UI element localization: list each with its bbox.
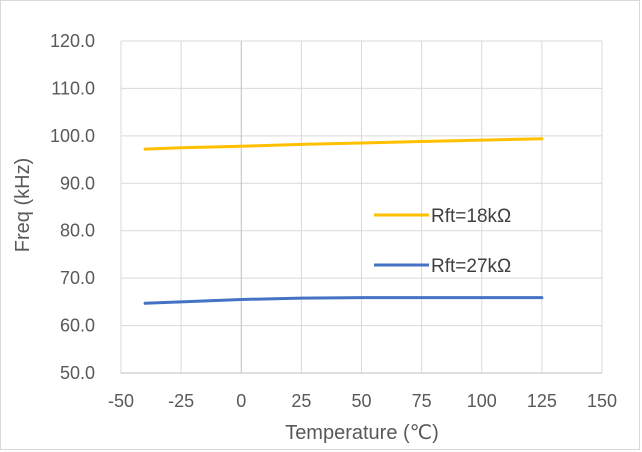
- x-tick-label: 50: [351, 391, 371, 411]
- x-tick-label: -50: [108, 391, 134, 411]
- legend-label-2: Rft=27kΩ: [431, 256, 511, 277]
- series-lines: [143, 137, 544, 305]
- x-tick-label: -25: [168, 391, 194, 411]
- x-tick-label: 75: [412, 391, 432, 411]
- gridlines: [120, 40, 603, 374]
- y-tick-label: 60.0: [60, 316, 95, 336]
- legend-label-1: Rft=18kΩ: [431, 206, 511, 227]
- x-tick-label: 25: [291, 391, 311, 411]
- x-axis-title: Temperature (℃): [285, 422, 439, 444]
- x-tick-label: 150: [587, 391, 617, 411]
- y-tick-label: 100.0: [50, 126, 95, 146]
- y-axis-title: Freq (kHz): [12, 158, 34, 252]
- x-tick-label: 0: [236, 391, 246, 411]
- x-tick-label: 125: [527, 391, 557, 411]
- tick-labels: 50.0 60.0 70.0 80.0 90.0 100.0 110.0 120.0 -50 -2…: [50, 31, 617, 411]
- y-tick-label: 80.0: [60, 221, 95, 241]
- series-line-2: [143, 296, 544, 305]
- series-line-1: [143, 137, 544, 151]
- y-tick-label: 50.0: [60, 363, 95, 383]
- y-tick-label: 90.0: [60, 173, 95, 193]
- legend: Rft=18kΩ Rft=27kΩ: [374, 206, 511, 277]
- x-tick-label: 100: [467, 391, 497, 411]
- y-tick-label: 70.0: [60, 268, 95, 288]
- y-tick-label: 110.0: [51, 78, 95, 98]
- y-tick-label: 120.0: [50, 31, 95, 51]
